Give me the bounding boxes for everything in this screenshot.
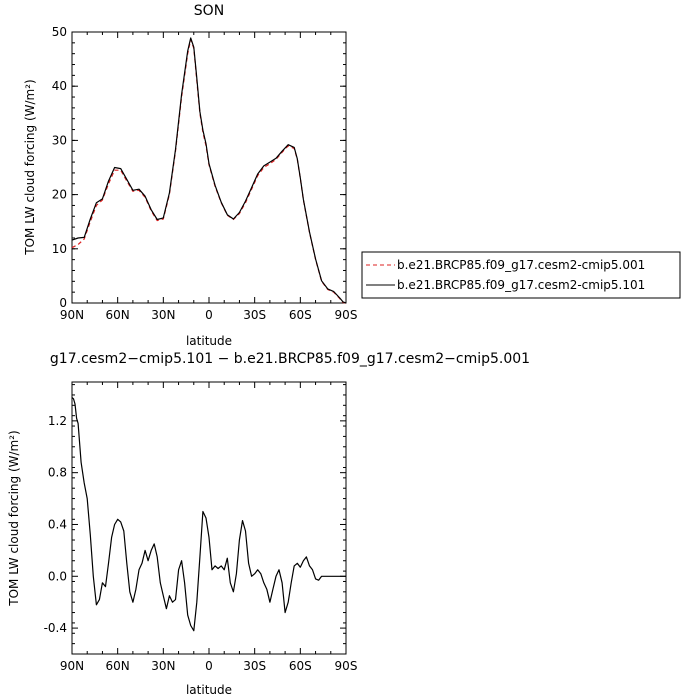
bottom-y-tick-label: -0.4 — [44, 621, 67, 635]
top-y-tick-label: 10 — [52, 242, 67, 256]
top-y-tick-label: 20 — [52, 188, 67, 202]
top-x-axis-label: latitude — [186, 334, 232, 348]
bottom-series-group — [71, 397, 346, 632]
top-series-line-1 — [71, 37, 347, 304]
legend: b.e21.BRCP85.f09_g17.cesm2-cmip5.001 b.e… — [361, 251, 681, 299]
top-y-tick-label: 0 — [59, 296, 67, 310]
bottom-chart-title: g17.cesm2−cmip5.101 − b.e21.BRCP85.f09_g… — [50, 351, 530, 367]
legend-entry-001: b.e21.BRCP85.f09_g17.cesm2-cmip5.001 — [397, 258, 645, 272]
legend-box — [361, 251, 681, 299]
bottom-plot-frame — [71, 381, 347, 655]
bottom-x-tick-label: 0 — [205, 659, 213, 673]
bottom-x-tick-label: 60S — [289, 659, 312, 673]
bottom-series-line-0 — [71, 397, 346, 632]
bottom-x-tick-label: 30N — [151, 659, 175, 673]
bottom-y-tick-label: 1.2 — [48, 414, 67, 428]
top-x-tick-label: 30S — [243, 308, 266, 322]
bottom-x-tick-label: 30S — [243, 659, 266, 673]
top-x-tick-label: 30N — [151, 308, 175, 322]
top-x-tick-label: 90S — [335, 308, 358, 322]
top-series-group — [71, 37, 347, 304]
legend-entry-101: b.e21.BRCP85.f09_g17.cesm2-cmip5.101 — [397, 278, 645, 292]
top-panel: SON 90N 60N 30N 0 30S 60S 90S 0 10 20 30 40 50 latit… — [23, 3, 681, 348]
bottom-x-tick-label: 90S — [335, 659, 358, 673]
bottom-x-tick-label: 90N — [60, 659, 84, 673]
top-chart-title: SON — [194, 3, 224, 19]
top-x-tick-label: 60N — [106, 308, 130, 322]
top-x-tick-label: 60S — [289, 308, 312, 322]
top-y-tick-label: 40 — [52, 79, 67, 93]
bottom-x-tick-label: 60N — [106, 659, 130, 673]
bottom-axis-ticks: 90N 60N 30N 0 30S 60S 90S -0.4 0.0 0.4 0.8 1.2 — [44, 382, 358, 673]
top-y-axis-label: TOM LW cloud forcing (W/m²) — [23, 79, 37, 256]
top-y-tick-label: 30 — [52, 133, 67, 147]
bottom-y-axis-label: TOM LW cloud forcing (W/m²) — [7, 430, 21, 607]
bottom-y-tick-label: 0.0 — [48, 569, 67, 583]
bottom-panel: g17.cesm2−cmip5.101 − b.e21.BRCP85.f09_g… — [7, 351, 530, 697]
top-x-tick-label: 90N — [60, 308, 84, 322]
top-x-tick-label: 0 — [205, 308, 213, 322]
bottom-y-tick-label: 0.4 — [48, 517, 67, 531]
bottom-y-tick-label: 0.8 — [48, 466, 67, 480]
top-plot-frame — [71, 31, 347, 304]
bottom-x-axis-label: latitude — [186, 683, 232, 697]
top-y-tick-label: 50 — [52, 25, 67, 39]
top-axis-ticks: 90N 60N 30N 0 30S 60S 90S 0 10 20 30 40 50 — [52, 25, 358, 322]
